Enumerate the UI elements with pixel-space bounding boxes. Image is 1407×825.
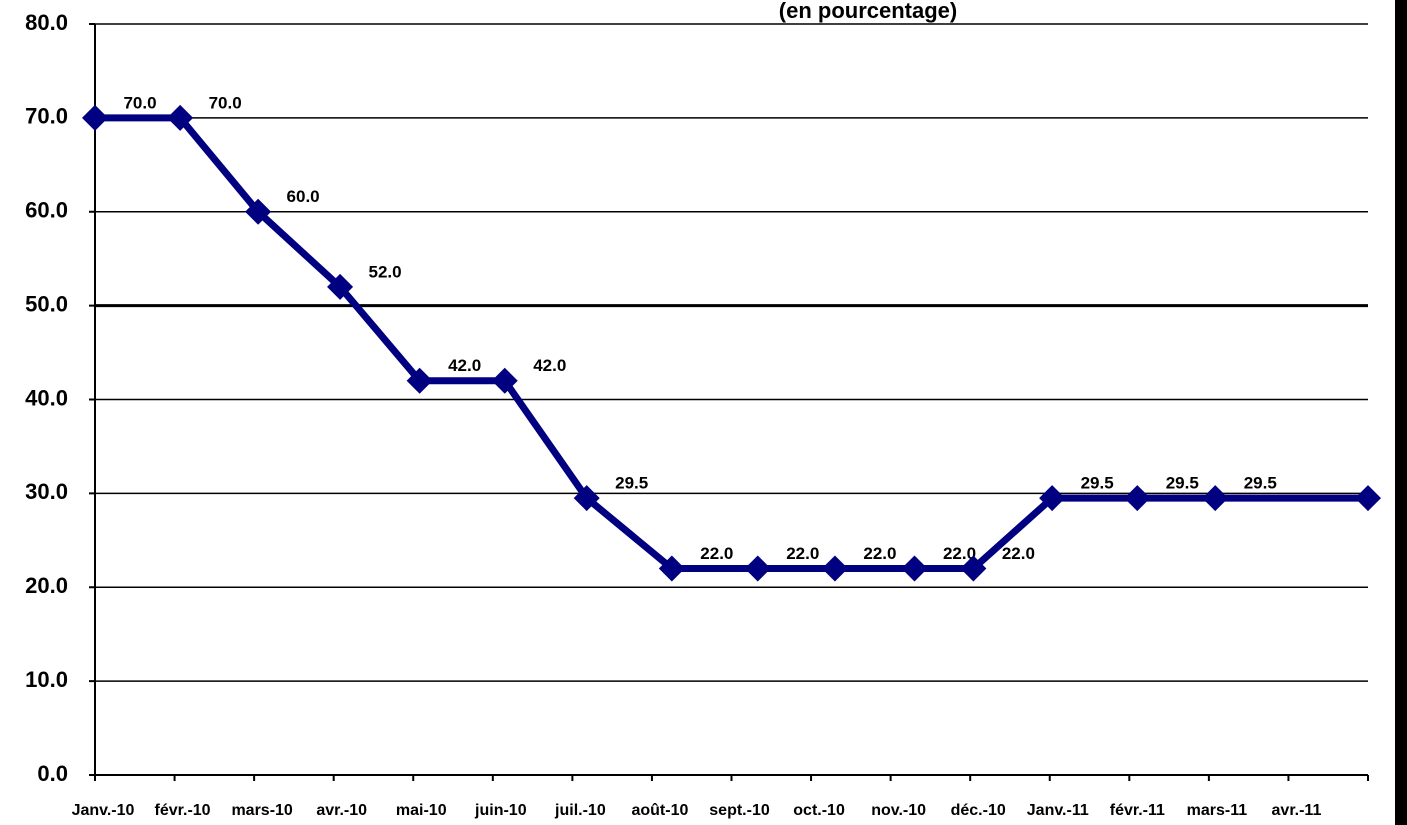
data-point [744,555,771,582]
x-tick-label: mars-10 [231,802,292,819]
data-label: 22.0 [943,544,976,563]
y-tick-label: 50.0 [25,291,68,316]
data-label: 29.5 [615,474,648,493]
data-point [327,273,354,300]
y-tick-label: 20.0 [25,573,68,598]
data-point [167,104,194,131]
x-tick-label: juin-10 [474,802,527,819]
x-tick-label: Janv.-10 [72,802,135,819]
data-label: 42.0 [448,356,481,375]
data-point [1355,485,1381,512]
y-tick-label: 0.0 [37,761,68,786]
data-line [95,114,1368,572]
y-tick-label: 30.0 [25,479,68,504]
data-point [901,555,928,582]
x-tick-label: oct.-10 [793,802,845,819]
data-label: 22.0 [786,544,819,563]
data-label: 42.0 [533,356,566,375]
data-point [406,367,433,394]
data-point [573,485,600,512]
data-point [658,555,685,582]
y-tick-label: 40.0 [25,385,68,410]
x-tick-label: mars-11 [1187,802,1248,819]
data-point [82,104,108,131]
data-label: 22.0 [1002,544,1035,563]
data-point [821,555,848,582]
data-label: 22.0 [863,544,896,563]
y-tick-label: 60.0 [25,198,68,223]
data-point [245,198,272,225]
x-tick-label: nov.-10 [871,802,926,819]
y-tick-label: 80.0 [25,10,68,35]
x-tick-label: août-10 [631,802,688,819]
x-tick-label: avr.-10 [316,802,367,819]
data-point [1124,485,1151,512]
x-tick-label: déc.-10 [951,802,1006,819]
x-tick-label: mai-10 [396,802,447,819]
data-label: 29.5 [1396,474,1407,493]
data-label: 29.5 [1081,474,1114,493]
data-label: 52.0 [369,262,402,281]
right-border [1395,0,1407,825]
x-tick-label: févr.-10 [155,802,211,819]
y-tick-label: 70.0 [25,104,68,129]
x-tick-label: févr.-11 [1110,802,1165,819]
data-label: 70.0 [123,93,156,112]
x-tick-label: avr.-11 [1272,802,1322,819]
data-label: 22.0 [700,544,733,563]
chart-subtitle: (en pourcentage) [779,0,957,23]
data-point [960,555,987,582]
data-label: 70.0 [209,93,242,112]
data-label: 29.5 [1244,474,1277,493]
data-point [1202,485,1229,512]
x-tick-label: Janv.-11 [1027,802,1089,819]
data-point [1039,485,1066,512]
x-tick-label: sept.-10 [709,802,770,819]
x-tick-label: juil.-10 [554,802,606,819]
data-label: 29.5 [1166,474,1199,493]
data-label: 60.0 [287,187,320,206]
y-tick-label: 10.0 [25,667,68,692]
data-point [491,367,518,394]
